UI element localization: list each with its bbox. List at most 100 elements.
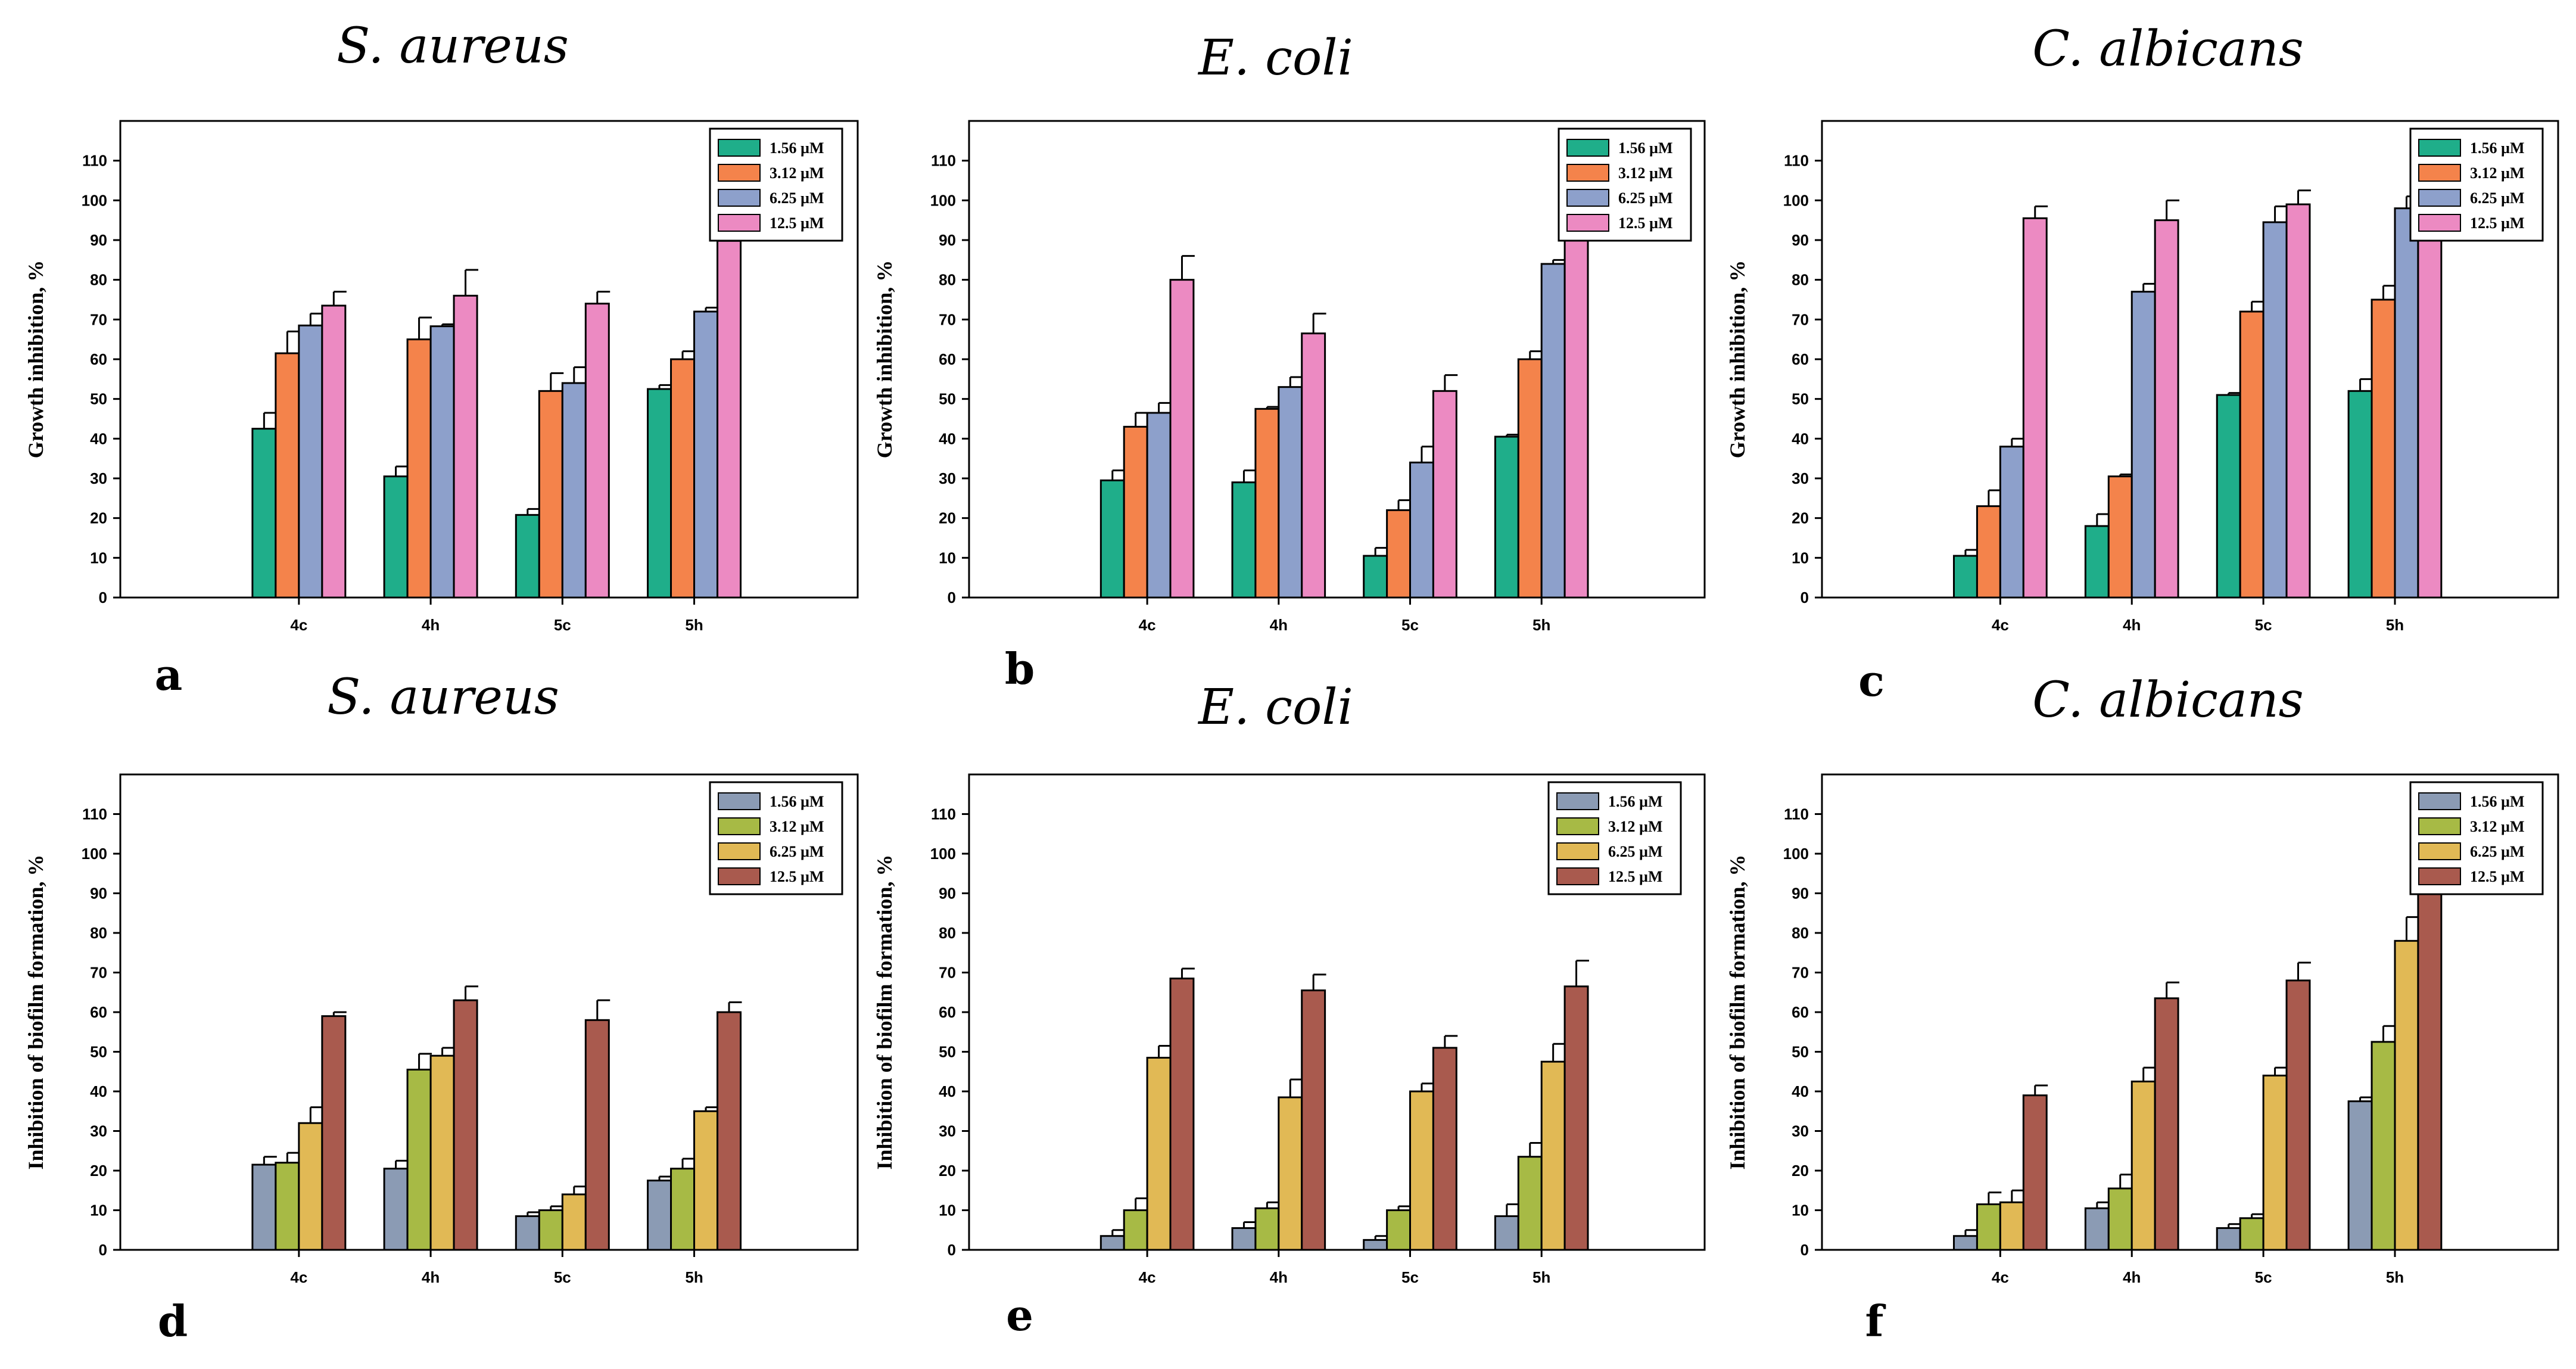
bar-4h-s3 bbox=[429, 1054, 455, 1251]
y-tick-label: 60 bbox=[90, 1003, 107, 1021]
bar-4c-s1 bbox=[1952, 1235, 1978, 1251]
x-tick-label: 5h bbox=[2386, 616, 2404, 634]
legend-entry: 6.25 µM bbox=[770, 843, 824, 860]
bar-5c-s2 bbox=[1386, 509, 1412, 599]
bar-4h-s2 bbox=[2107, 475, 2133, 599]
y-tick-label: 90 bbox=[90, 231, 107, 249]
legend-entry: 3.12 µM bbox=[2470, 164, 2525, 182]
y-tick-label: 10 bbox=[90, 549, 107, 567]
y-tick-label: 110 bbox=[1784, 152, 1809, 170]
y-tick-label: 80 bbox=[939, 924, 956, 942]
legend-swatch bbox=[718, 867, 761, 885]
bar-5c-s4 bbox=[584, 1019, 610, 1251]
y-tick-label: 100 bbox=[82, 845, 107, 863]
legend-entry: 12.5 µM bbox=[1608, 868, 1663, 885]
bar-5c-s1 bbox=[2216, 394, 2241, 599]
y-tick-label: 90 bbox=[1792, 885, 1809, 903]
legend-entry: 3.12 µM bbox=[770, 164, 824, 182]
bar-4h-s2 bbox=[1254, 407, 1280, 599]
bar-4c-s3 bbox=[1146, 1056, 1172, 1251]
bar-5c-s3 bbox=[2262, 221, 2288, 599]
y-tick-label: 60 bbox=[1792, 350, 1809, 368]
bar-5h-s3 bbox=[693, 310, 719, 599]
panel-letter: c bbox=[1858, 655, 1885, 706]
y-tick-label: 10 bbox=[1792, 549, 1809, 567]
bar-4c-s3 bbox=[1999, 1201, 2024, 1251]
y-axis-label: Inhibition of biofilm formation, % bbox=[1725, 854, 1749, 1169]
bar-5c-s1 bbox=[515, 1215, 540, 1251]
x-tick-label: 5c bbox=[554, 1268, 571, 1286]
bar-5h-s2 bbox=[2371, 298, 2396, 599]
y-tick-label: 60 bbox=[90, 350, 107, 368]
y-tick-label: 70 bbox=[1792, 964, 1809, 982]
y-tick-label: 80 bbox=[90, 271, 107, 289]
legend-entry: 1.56 µM bbox=[1618, 139, 1673, 157]
bar-5c-s3 bbox=[2262, 1074, 2288, 1251]
y-tick-label: 80 bbox=[90, 924, 107, 942]
bar-4h-s1 bbox=[2084, 1207, 2110, 1251]
y-tick-label: 80 bbox=[1792, 271, 1809, 289]
bar-5h-s1 bbox=[647, 1180, 672, 1251]
y-axis-label: Inhibition of biofilm formation, % bbox=[24, 854, 48, 1169]
chart-panel-e: E. coli e 0 10 20 30 40 50 60 70 80 90 100 110 Inhibit… bbox=[873, 679, 1706, 1340]
panel-letter: a bbox=[155, 649, 183, 700]
y-tick-label: 20 bbox=[90, 509, 107, 527]
legend-entry: 12.5 µM bbox=[770, 214, 824, 232]
legend-entry: 3.12 µM bbox=[2470, 818, 2525, 835]
y-tick-label: 110 bbox=[931, 805, 956, 823]
y-tick-label: 100 bbox=[82, 191, 107, 209]
y-tick-label: 20 bbox=[1792, 1162, 1809, 1180]
legend-entry: 12.5 µM bbox=[2470, 868, 2525, 885]
bar-5c-s2 bbox=[538, 1209, 563, 1251]
bar-5h-s2 bbox=[670, 358, 696, 599]
y-tick-label: 0 bbox=[948, 589, 956, 606]
chart-panel-f: C. albicans f 0 10 20 30 40 50 60 70 80 90 100 110 Inh… bbox=[1725, 672, 2559, 1346]
chart-title: E. coli bbox=[1197, 30, 1353, 86]
bar-5c-s3 bbox=[561, 1193, 587, 1251]
legend-entry: 6.25 µM bbox=[2470, 843, 2525, 860]
y-tick-label: 110 bbox=[82, 152, 107, 170]
bar-4h-s4 bbox=[453, 999, 478, 1251]
y-tick-label: 40 bbox=[1792, 430, 1809, 447]
bar-5h-s2 bbox=[1517, 1156, 1543, 1251]
bar-4c-s3 bbox=[1999, 446, 2024, 599]
x-tick-label: 4h bbox=[2123, 1268, 2141, 1286]
legend-swatch bbox=[1556, 842, 1599, 860]
legend-entry: 12.5 µM bbox=[770, 868, 824, 885]
bar-4c-s4 bbox=[2022, 1094, 2048, 1251]
bar-4h-s3 bbox=[1278, 386, 1303, 599]
legend-entry: 3.12 µM bbox=[1618, 164, 1673, 182]
y-tick-label: 80 bbox=[1792, 924, 1809, 942]
x-tick-label: 5h bbox=[1532, 616, 1550, 634]
chart-panel-b: E. coli b 0 10 20 30 40 50 60 70 80 90 100 110 Growth … bbox=[873, 30, 1706, 694]
legend-entry: 6.25 µM bbox=[2470, 189, 2525, 207]
x-tick-label: 4c bbox=[290, 1268, 307, 1286]
legend-entry: 1.56 µM bbox=[770, 793, 824, 810]
bar-5h-s4 bbox=[717, 239, 742, 599]
y-tick-label: 50 bbox=[90, 1043, 107, 1061]
chart-panel-a: S. aureus a 0 10 20 30 40 50 60 70 80 90 100 110 Growt… bbox=[24, 18, 859, 700]
y-tick-label: 50 bbox=[939, 390, 956, 408]
bar-5h-s3 bbox=[1540, 1060, 1566, 1251]
x-tick-label: 4h bbox=[2123, 616, 2141, 634]
y-tick-label: 50 bbox=[939, 1043, 956, 1061]
y-tick-label: 0 bbox=[1801, 1241, 1809, 1259]
y-tick-label: 100 bbox=[930, 191, 956, 209]
bar-4c-s4 bbox=[2022, 217, 2048, 599]
legend-entry: 1.56 µM bbox=[2470, 793, 2525, 810]
bar-4c-s1 bbox=[1952, 555, 1978, 599]
bar-4h-s2 bbox=[406, 1068, 432, 1251]
bar-5c-s4 bbox=[1432, 1047, 1457, 1251]
bar-4c-s1 bbox=[1099, 479, 1125, 599]
y-tick-label: 100 bbox=[930, 845, 956, 863]
bar-4h-s4 bbox=[1301, 989, 1326, 1251]
legend-entry: 12.5 µM bbox=[1618, 214, 1673, 232]
y-tick-label: 60 bbox=[939, 1003, 956, 1021]
bar-4h-s1 bbox=[1231, 481, 1257, 599]
bar-4c-s3 bbox=[298, 324, 323, 599]
bar-5c-s2 bbox=[2239, 310, 2264, 599]
legend-swatch bbox=[2418, 842, 2461, 860]
legend-entry: 6.25 µM bbox=[1608, 843, 1663, 860]
legend-entry: 6.25 µM bbox=[1618, 189, 1673, 207]
y-tick-label: 10 bbox=[939, 1202, 956, 1219]
